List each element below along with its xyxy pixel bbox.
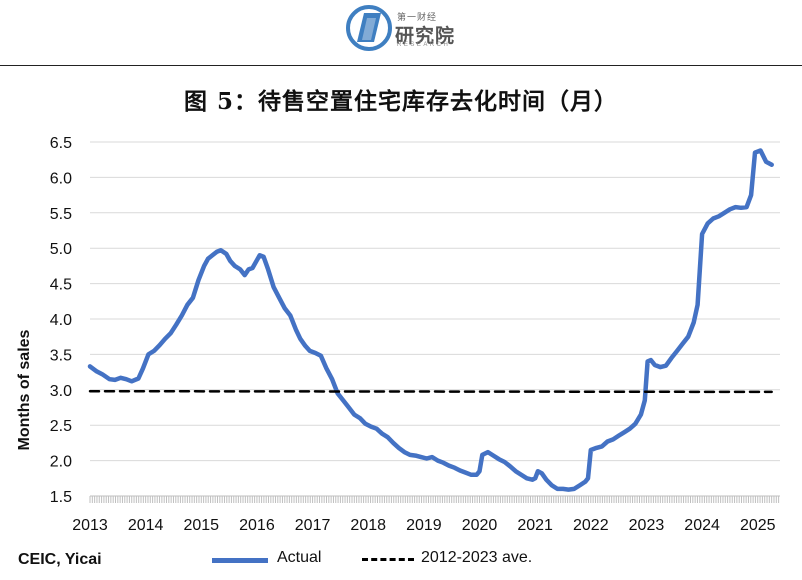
header-divider — [0, 65, 802, 66]
x-tick-label: 2017 — [295, 517, 331, 534]
x-tick-label: 2022 — [573, 517, 609, 534]
legend-actual-swatch — [212, 558, 268, 563]
y-tick-label: 2.0 — [50, 454, 72, 471]
source-note: CEIC, Yicai — [18, 551, 102, 568]
logo-top-text: 第一财经 — [397, 12, 438, 22]
y-tick-label: 6.0 — [50, 170, 72, 187]
x-tick-label: 2019 — [406, 517, 442, 534]
x-tick-label: 2014 — [128, 517, 164, 534]
y-tick-label: 5.5 — [50, 206, 72, 223]
x-tick-label: 2023 — [629, 517, 665, 534]
series-actual-line — [87, 148, 774, 492]
x-tick-label: 2018 — [350, 517, 386, 534]
axes: 1.5 2.0 2.5 3.0 3.5 4.0 4.5 5.0 5.5 6.0 6.5 2013 201… — [50, 135, 780, 534]
x-tick-label: 2015 — [183, 517, 219, 534]
y-tick-label: 6.5 — [50, 135, 72, 152]
x-tick-label: 2016 — [239, 517, 275, 534]
series-layer — [87, 148, 774, 492]
y-tick-label: 3.0 — [50, 383, 72, 400]
series-average-line — [88, 389, 773, 394]
logo: 第一财经 研究院 RESEARCH — [345, 4, 465, 52]
legend-average-swatch — [362, 558, 414, 561]
logo-mark-icon — [346, 5, 392, 51]
y-tick-label: 1.5 — [50, 489, 72, 506]
gridlines — [90, 141, 780, 497]
line-chart: 1.5 2.0 2.5 3.0 3.5 4.0 4.5 5.0 5.5 6.0 6.5 2013 201… — [16, 135, 780, 534]
x-tick-label: 2024 — [684, 517, 720, 534]
y-tick-label: 4.5 — [50, 277, 72, 294]
chart-title: 图 5：待售空置住宅库存去化时间（月） — [183, 88, 618, 115]
y-tick-label: 4.0 — [50, 312, 72, 329]
x-tick-label: 2020 — [462, 517, 498, 534]
x-tick-label: 2025 — [740, 517, 776, 534]
y-axis-label: Months of sales — [16, 329, 33, 450]
x-tick-label: 2021 — [517, 517, 553, 534]
logo-sub-text: RESEARCH — [397, 42, 451, 48]
x-tick-label: 2013 — [72, 517, 108, 534]
y-tick-label: 2.5 — [50, 418, 72, 435]
y-tick-label: 3.5 — [50, 347, 72, 364]
logo-main-text: 研究院 — [395, 26, 456, 47]
y-tick-label: 5.0 — [50, 241, 72, 258]
legend-actual-label: Actual — [277, 549, 322, 566]
legend-average-label: 2012-2023 ave. — [421, 549, 533, 566]
